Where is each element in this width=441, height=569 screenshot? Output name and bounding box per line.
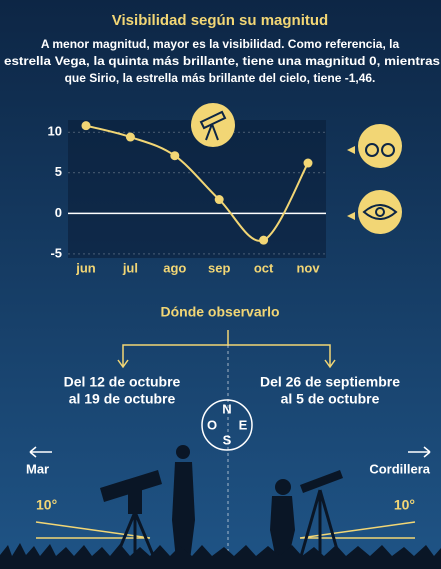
compass-letter: S — [223, 432, 232, 447]
y-tick-label: -5 — [50, 245, 62, 260]
x-tick-label: ago — [163, 260, 186, 275]
right-angle: 10° — [394, 497, 415, 513]
title: Visibilidad según su magnitud — [112, 12, 328, 29]
x-tick-label: jun — [75, 260, 96, 275]
left-dates: al 19 de octubre — [69, 391, 176, 407]
compass-letter: N — [222, 401, 231, 416]
x-tick-label: sep — [208, 260, 230, 275]
background — [0, 0, 441, 569]
subtitle: A menor magnitud, mayor es la visibilida… — [41, 37, 400, 51]
point — [259, 236, 268, 245]
point — [304, 159, 313, 168]
right-dates: al 5 de octubre — [281, 391, 380, 407]
x-tick-label: oct — [254, 260, 274, 275]
left-dates: Del 12 de octubre — [64, 374, 181, 390]
point — [126, 133, 135, 142]
point — [170, 151, 179, 160]
subtitle: que Sirio, la estrella más brillante del… — [65, 71, 376, 85]
point — [215, 195, 224, 204]
compass-letter: O — [207, 417, 217, 432]
left-direction: Mar — [26, 461, 49, 476]
binoculars-icon — [358, 124, 402, 168]
x-tick-label: nov — [296, 260, 320, 275]
left-angle: 10° — [36, 497, 57, 513]
y-tick-label: 0 — [55, 205, 62, 220]
section-title: Dónde observarlo — [160, 304, 279, 320]
right-dates: Del 26 de septiembre — [260, 374, 400, 390]
x-tick-label: jul — [122, 260, 138, 275]
subtitle: estrella Vega, la quinta más brillante, … — [4, 54, 440, 68]
point — [82, 121, 91, 130]
compass-letter: E — [239, 417, 248, 432]
y-tick-label: 10 — [48, 124, 62, 139]
plot-area — [68, 120, 326, 258]
right-direction: Cordillera — [369, 461, 430, 476]
y-tick-label: 5 — [55, 164, 62, 179]
infographic: Visibilidad según su magnitud A menor ma… — [0, 0, 441, 569]
